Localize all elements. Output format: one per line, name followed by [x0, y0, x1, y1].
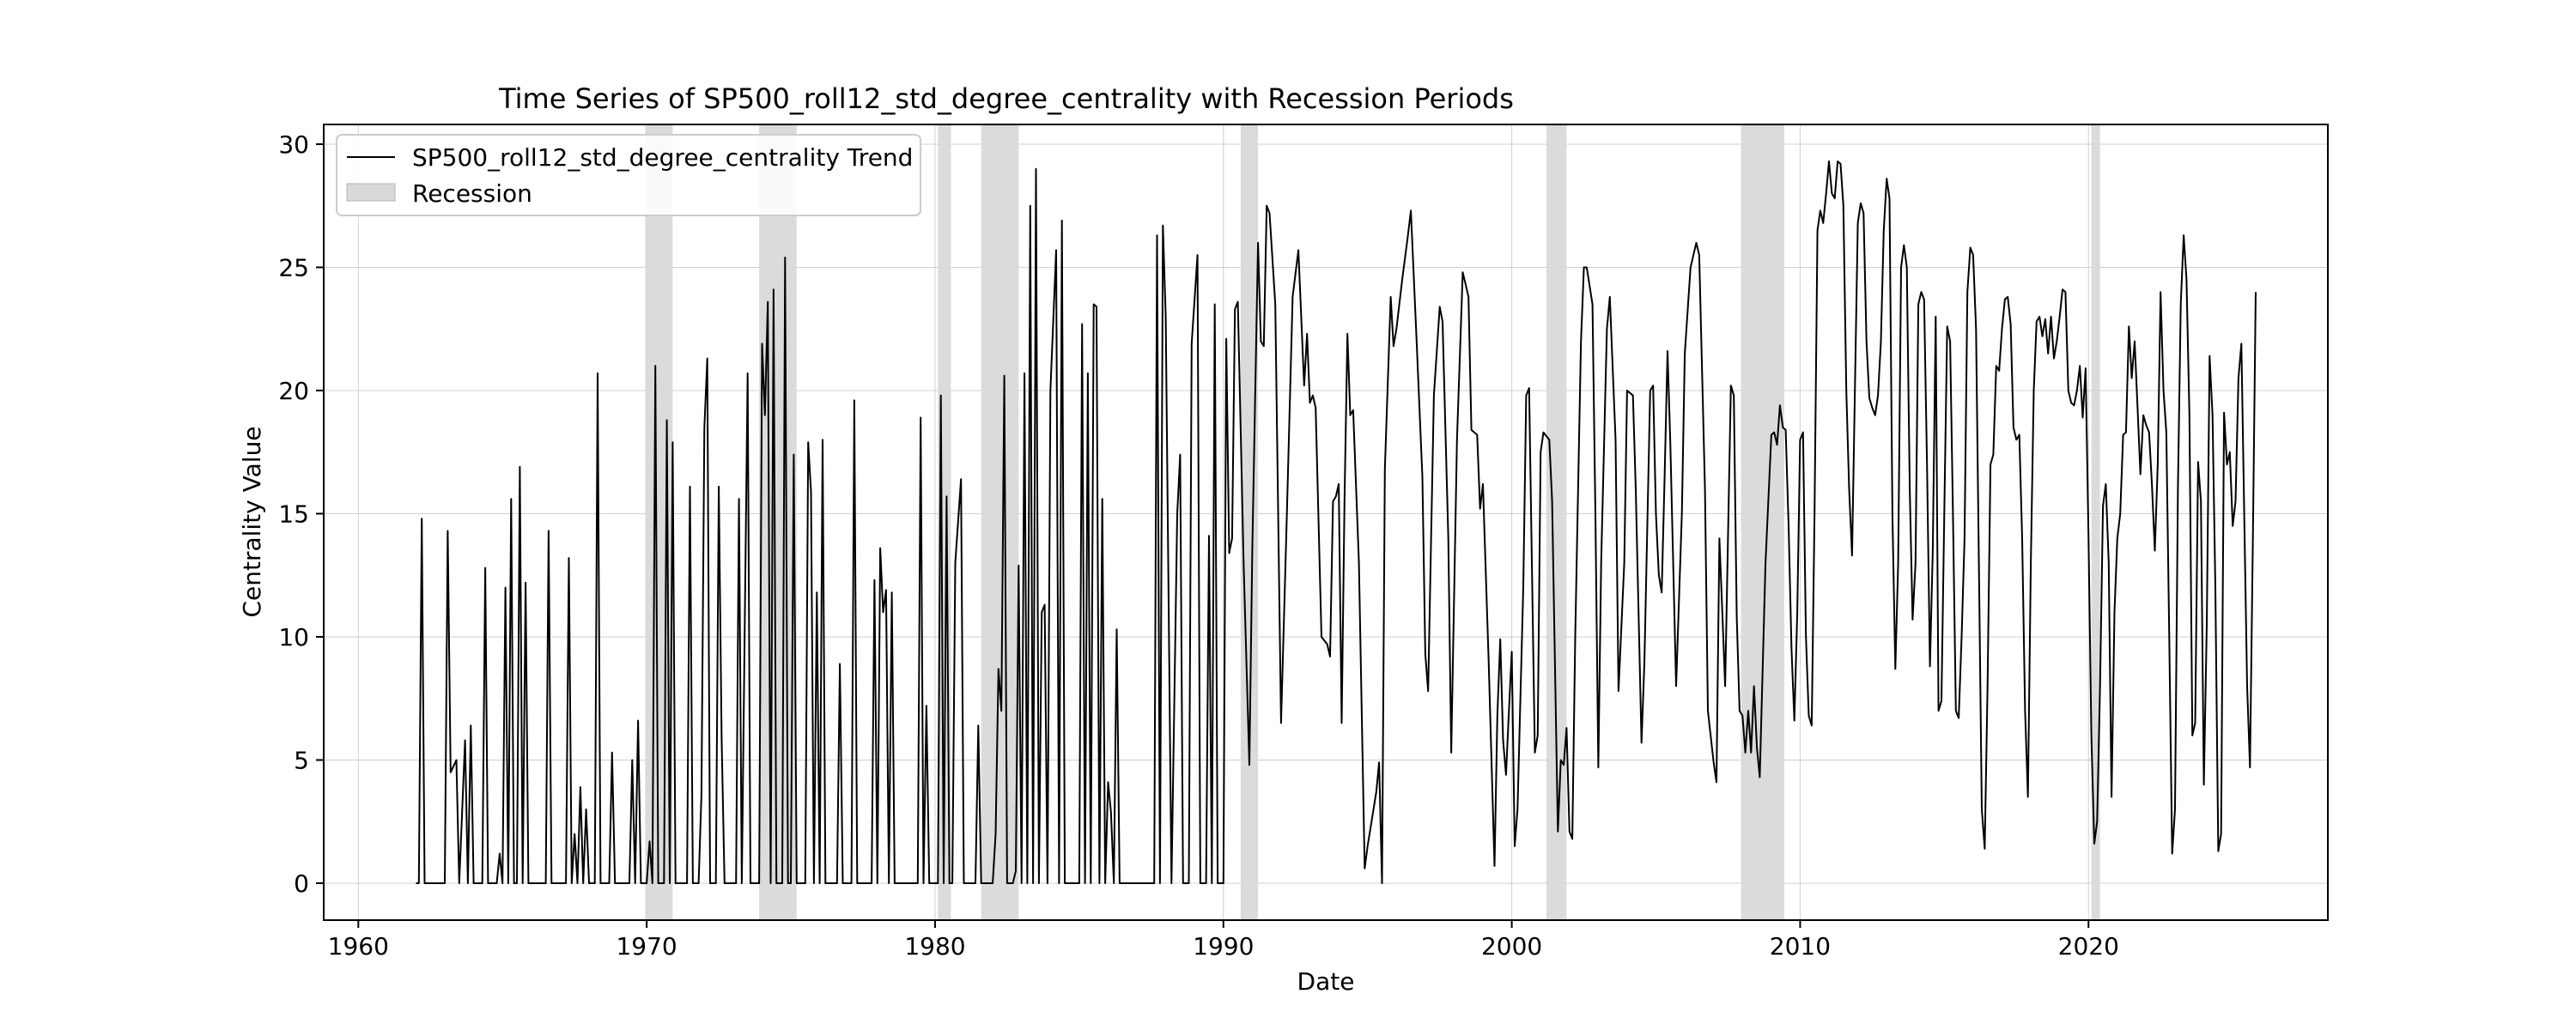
x-tick-label: 1980	[904, 932, 965, 960]
y-tick-label: 10	[278, 623, 309, 651]
recession-band	[981, 124, 1019, 920]
recession-band	[759, 124, 797, 920]
x-tick-label: 1990	[1193, 932, 1254, 960]
legend-recession-swatch	[346, 183, 396, 202]
x-tick-label: 2000	[1481, 932, 1542, 960]
y-tick-label: 5	[294, 746, 309, 774]
x-tick-label: 1960	[328, 932, 389, 960]
legend: SP500_roll12_std_degree_centrality Trend…	[336, 134, 921, 216]
recession-band	[1741, 124, 1784, 920]
x-axis-label: Date	[1297, 967, 1355, 996]
y-tick-label: 15	[278, 500, 309, 528]
legend-label-trend: SP500_roll12_std_degree_centrality Trend	[412, 143, 913, 172]
series-line-group	[416, 161, 2257, 884]
y-tick-label: 30	[278, 130, 309, 159]
recession-band	[1240, 124, 1259, 920]
x-axis: 1960 1970 1980 1990 2000 2010 2020	[328, 920, 2119, 960]
recession-band	[1546, 124, 1567, 920]
y-tick-label: 0	[294, 869, 309, 898]
y-axis-label: Centrality Value	[238, 426, 266, 617]
chart-title: Time Series of SP500_roll12_std_degree_c…	[498, 82, 1514, 115]
legend-label-recession: Recession	[412, 179, 532, 208]
series-line	[416, 161, 2257, 884]
legend-box	[336, 134, 921, 216]
y-axis: 0 5 10 15 20 25 30	[278, 130, 324, 898]
plot-area-frame	[323, 124, 2329, 921]
x-tick-label: 2020	[2058, 932, 2119, 960]
recession-band	[2091, 124, 2100, 920]
x-tick-label: 2010	[1770, 932, 1831, 960]
y-tick-label: 20	[278, 377, 309, 405]
y-tick-label: 25	[278, 253, 309, 282]
x-tick-label: 1970	[616, 932, 677, 960]
